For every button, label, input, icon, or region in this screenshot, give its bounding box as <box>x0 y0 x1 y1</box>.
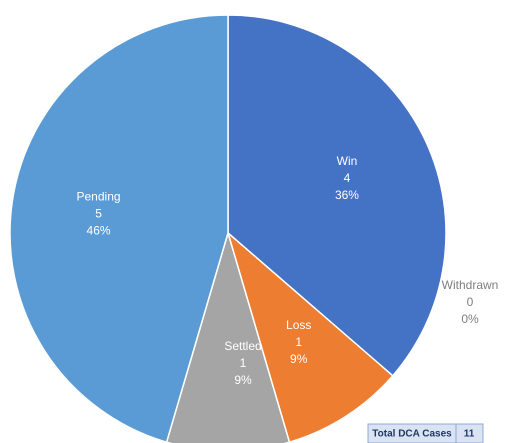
slice-percent: 9% <box>290 352 308 366</box>
slice-percent: 9% <box>234 373 252 387</box>
slice-category: Pending <box>77 190 121 204</box>
pie-slice <box>226 230 394 443</box>
slice-category: Settled <box>224 339 261 353</box>
pie-slice <box>9 14 229 443</box>
slice-percent: 36% <box>335 188 359 202</box>
pie-slice <box>227 14 447 377</box>
pie-slice <box>165 230 291 443</box>
total-table: Total DCA Cases 11 <box>367 423 484 443</box>
total-value-cell <box>455 423 484 443</box>
total-value: 11 <box>464 429 475 440</box>
slice-count: 4 <box>344 171 351 185</box>
slice-count: 5 <box>95 207 102 221</box>
slice-category: Withdrawn <box>442 278 499 292</box>
total-label: Total DCA Cases <box>372 429 452 440</box>
slice-percent: 0% <box>461 312 479 326</box>
slice-count: 0 <box>467 295 474 309</box>
slice-category: Win <box>337 154 358 168</box>
slice-category: Loss <box>286 318 311 332</box>
slice-count: 1 <box>295 335 302 349</box>
labels: Win 4 36% Loss 1 9% Withdrawn 0 0% Settled 1 9% Pend… <box>77 154 499 387</box>
slice-count: 1 <box>240 356 247 370</box>
slice-percent: 46% <box>87 224 111 238</box>
